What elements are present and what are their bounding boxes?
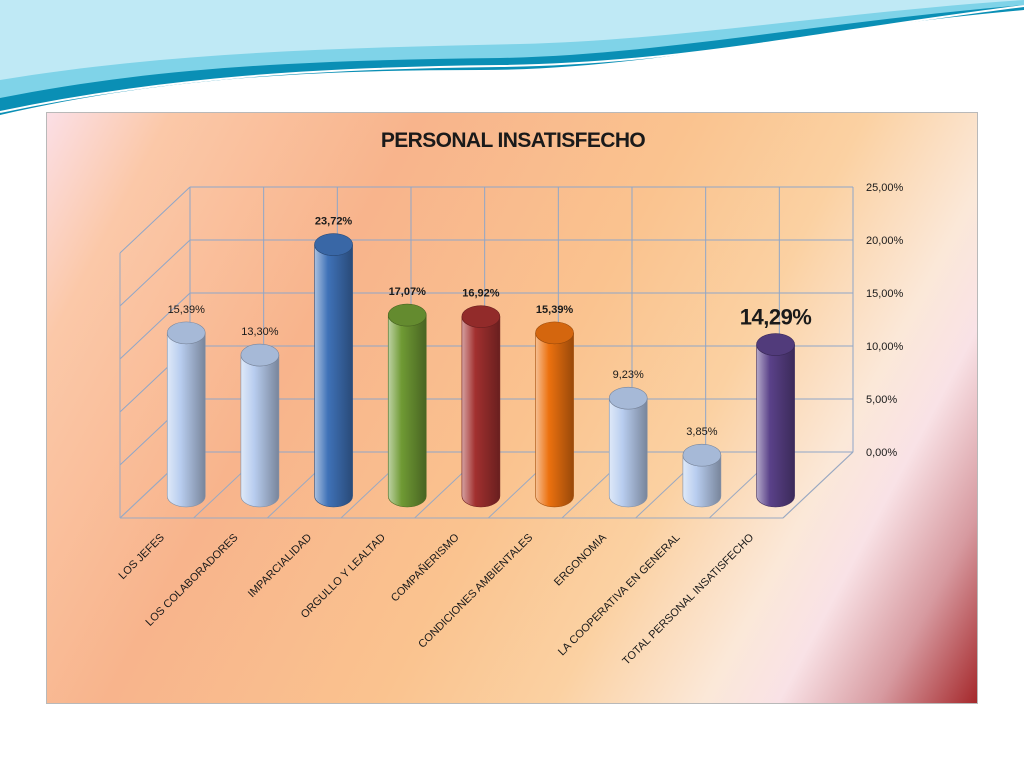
bar-body — [756, 344, 795, 508]
bar-top — [387, 303, 427, 327]
data-label: 13,30% — [241, 326, 279, 338]
x-tick-label: IMPARCIALIDAD — [246, 532, 314, 600]
bar — [387, 303, 427, 508]
bar — [166, 321, 206, 508]
x-tick-label: ORGULLO Y LEALTAD — [299, 532, 388, 621]
wave-highlight — [0, 5, 1024, 113]
bar-body — [608, 398, 648, 508]
bar-body — [535, 332, 574, 508]
data-labels: 15,39% 13,30% 23,72% 17,07% 16,92% 15,39% 9,23… — [168, 216, 812, 439]
bars — [166, 233, 795, 508]
bar-top — [535, 321, 574, 345]
x-tick-label: LA COOPERATIVA EN GENERAL — [556, 532, 683, 659]
x-tick-label: LOS JEFES — [117, 532, 167, 582]
data-label: 15,39% — [168, 304, 206, 316]
data-label: 9,23% — [613, 369, 644, 381]
data-label: 15,39% — [536, 304, 574, 316]
bar-body — [314, 244, 353, 508]
y-tick-label: 20,00% — [866, 235, 904, 247]
gridline-side — [119, 292, 191, 360]
floor-right-edge — [782, 451, 854, 519]
bar-chart: 0,00% 5,00% 10,00% 15,00% 20,00% 25,00% 15,39%… — [117, 182, 904, 668]
bar — [756, 333, 795, 508]
bar-top — [682, 443, 722, 467]
bar-body — [387, 315, 427, 508]
data-label: 14,29% — [740, 305, 812, 330]
y-tick-label: 15,00% — [866, 288, 904, 300]
bar — [608, 386, 648, 508]
data-label: 16,92% — [462, 288, 500, 300]
bar-top — [314, 233, 353, 256]
gridline-side — [119, 239, 191, 307]
y-axis-labels: 0,00% 5,00% 10,00% 15,00% 20,00% 25,00% — [866, 182, 904, 459]
data-label: 17,07% — [389, 286, 427, 298]
x-tick-label: COMPAÑERISMO — [388, 531, 462, 605]
top-wave-decoration — [0, 0, 1024, 115]
wave-light — [0, 0, 1024, 80]
y-tick-label: 5,00% — [866, 394, 897, 406]
bar-top — [461, 305, 501, 328]
bar — [461, 305, 501, 508]
bar-top — [240, 343, 280, 367]
y-tick-label: 10,00% — [866, 341, 904, 353]
bar-body — [461, 316, 501, 508]
gridline-side — [119, 186, 191, 254]
x-tick-label: TOTAL PERSONAL INSATISFECHO — [620, 531, 756, 667]
data-label: 3,85% — [686, 426, 717, 438]
bar — [535, 321, 574, 508]
bar — [682, 443, 722, 508]
chart-title: PERSONAL INSATISFECHO — [380, 129, 646, 152]
y-tick-label: 25,00% — [866, 182, 904, 194]
bar-body — [240, 355, 280, 508]
y-tick-label: 0,00% — [866, 447, 897, 459]
bar-top — [756, 333, 795, 356]
data-label: 23,72% — [315, 216, 353, 228]
chart-area: PERSONAL INSATISFECHO 0,00% 5,00% 10,00% 15… — [46, 112, 978, 704]
bar-top — [166, 321, 206, 345]
bar — [314, 233, 353, 508]
bar-top — [608, 386, 648, 410]
bar — [240, 343, 280, 508]
bar-body — [166, 332, 206, 508]
x-tick-label: ERGONOMIA — [552, 531, 609, 588]
